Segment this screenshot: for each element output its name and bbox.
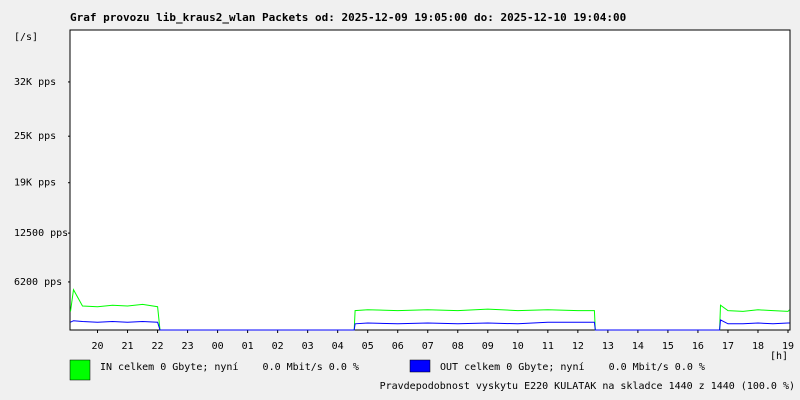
x-tick-label: 14	[632, 341, 644, 352]
x-tick-label: 22	[152, 341, 164, 352]
x-axis-label: [h]	[770, 351, 788, 362]
chart-title: Graf provozu lib_kraus2_wlan Packets od:…	[70, 11, 626, 24]
x-tick-label: 23	[182, 341, 194, 352]
series-line	[70, 288, 790, 331]
y-tick-label: 32K pps	[14, 77, 56, 88]
x-tick-label: 21	[122, 341, 134, 352]
x-tick-label: 12	[572, 341, 584, 352]
legend-label: OUT celkem 0 Gbyte; nyní 0.0 Mbit/s 0.0 …	[440, 361, 705, 373]
x-tick-label: 03	[302, 341, 314, 352]
x-tick-label: 02	[272, 341, 284, 352]
x-tick-label: 20	[91, 341, 103, 352]
x-tick-label: 16	[692, 341, 704, 352]
x-tick-label: 10	[512, 341, 524, 352]
legend-label: IN celkem 0 Gbyte; nyní 0.0 Mbit/s 0.0 %	[100, 361, 359, 373]
x-tick-label: 01	[242, 341, 254, 352]
x-tick-label: 19	[782, 341, 794, 352]
y-tick-label: 12500 pps	[14, 228, 68, 239]
y-tick-label: 19K pps	[14, 178, 56, 189]
series-line	[70, 319, 790, 331]
x-tick-label: 07	[422, 341, 434, 352]
plot-area	[69, 29, 791, 331]
x-tick-label: 00	[212, 341, 224, 352]
x-tick-label: 18	[752, 341, 764, 352]
x-tick-label: 06	[392, 341, 404, 352]
x-tick-label: 13	[602, 341, 614, 352]
annotation: Pravdepodobnost vyskytu E220 KULATAK na …	[380, 381, 795, 392]
x-tick-label: 11	[542, 341, 554, 352]
x-tick-label: 09	[482, 341, 494, 352]
x-tick-label: 08	[452, 341, 464, 352]
x-tick-label: 15	[662, 341, 674, 352]
x-tick-label: 17	[722, 341, 734, 352]
y-tick-label: 25K pps	[14, 131, 56, 142]
y-axis-label: [/s]	[14, 32, 38, 43]
legend-swatch	[409, 359, 431, 373]
legend-swatch	[69, 359, 91, 381]
y-tick-label: 6200 pps	[14, 277, 62, 288]
x-tick-label: 05	[362, 341, 374, 352]
x-tick-label: 04	[332, 341, 344, 352]
